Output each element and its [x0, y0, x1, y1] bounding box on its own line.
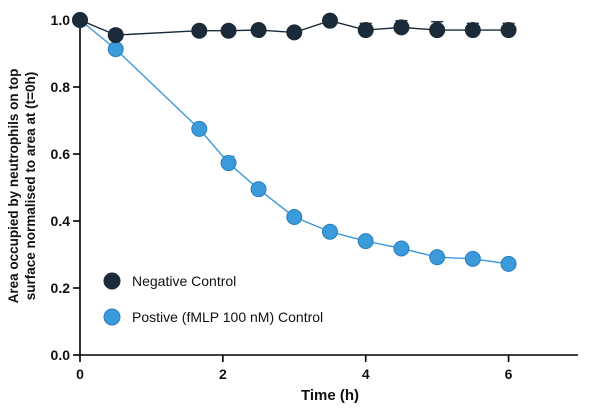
y-tick-label: 0.2 [51, 280, 71, 296]
data-point-negative-control [500, 22, 517, 39]
x-tick-label: 0 [76, 366, 84, 382]
legend-marker-negative-control [103, 272, 121, 290]
x-axis-label: Time (h) [301, 387, 359, 404]
series-negative-control [72, 12, 517, 44]
data-point-negative-control [107, 27, 124, 44]
y-tick-label: 0.6 [51, 146, 71, 162]
legend-label-positive-control: Postive (fMLP 100 nM) Control [132, 309, 323, 325]
data-point-negative-control [357, 22, 374, 39]
legend-marker-positive-control [103, 308, 121, 326]
y-tick-label: 0.0 [51, 347, 71, 363]
x-tick-label: 4 [362, 366, 370, 382]
data-point-negative-control [322, 12, 338, 29]
ticks: 0 2 4 6 0.0 0.2 0.4 0.6 0.8 1.0 [51, 12, 513, 382]
data-point-positive-control [286, 208, 303, 225]
data-point-positive-control [500, 255, 517, 272]
data-point-positive-control [250, 181, 267, 198]
data-point-negative-control [393, 19, 410, 36]
y-tick-label: 0.8 [51, 79, 71, 95]
y-axis-label-line-1: Area occupied by neutrophils on top [6, 69, 21, 304]
data-point-positive-control [107, 41, 124, 58]
data-point-negative-control [191, 22, 208, 39]
y-axis-label-line-2: surface normalised to area at (t=0h) [23, 72, 38, 300]
data-point-negative-control [220, 22, 237, 39]
data-point-negative-control [250, 22, 267, 39]
data-point-negative-control [286, 24, 303, 41]
data-point-positive-control [191, 120, 208, 137]
x-tick-label: 6 [505, 366, 513, 382]
data-point-positive-control [393, 240, 410, 257]
data-point-negative-control [429, 22, 446, 39]
legend-label-negative-control: Negative Control [132, 273, 236, 289]
series-positive-control [72, 12, 517, 272]
axes [79, 20, 578, 356]
data-point-positive-control [220, 155, 237, 172]
y-tick-label: 0.4 [51, 213, 71, 229]
data-point-negative-control [464, 22, 481, 39]
y-axis-label: Area occupied by neutrophils on top surf… [6, 69, 38, 304]
series-layer [72, 12, 517, 272]
series-line-positive-control [79, 19, 509, 265]
legend: Negative Control Postive (fMLP 100 nM) C… [103, 272, 323, 326]
data-point-positive-control [357, 233, 374, 250]
data-point-positive-control [429, 249, 446, 266]
x-tick-label: 2 [219, 366, 227, 382]
data-point-positive-control [322, 223, 338, 240]
y-tick-label: 1.0 [51, 12, 71, 28]
data-point-negative-control [72, 12, 88, 28]
data-point-positive-control [464, 250, 481, 267]
